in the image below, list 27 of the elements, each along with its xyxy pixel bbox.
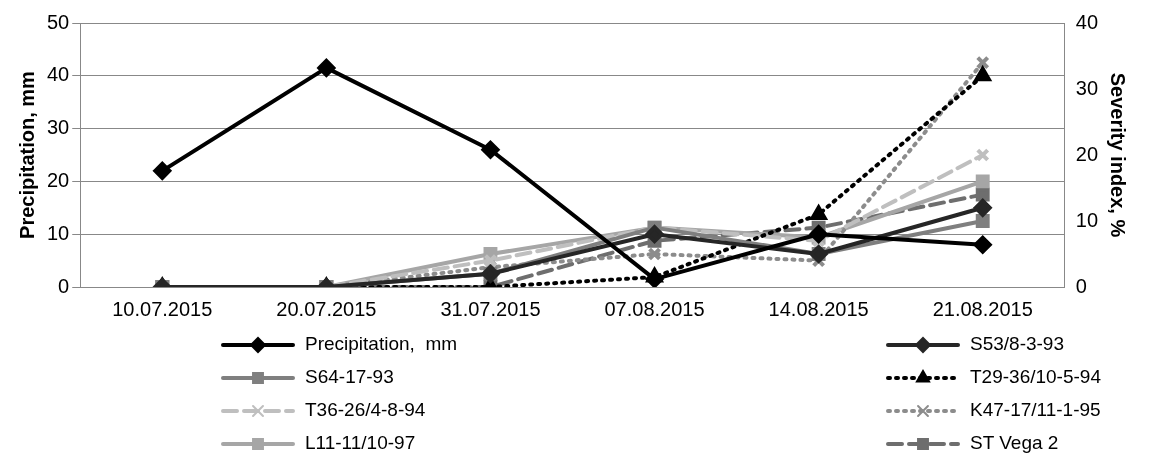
legend-label: Precipitation, mm xyxy=(305,333,458,355)
x-tick-label: 31.07.2015 xyxy=(440,297,541,320)
legend-label: T36-26/4-8-94 xyxy=(305,399,426,421)
legend-label: S53/8-3-93 xyxy=(970,333,1065,355)
y-tick-label: 30 xyxy=(47,116,70,139)
x-tick-label: 14.08.2015 xyxy=(768,297,869,320)
x-tick-label: 21.08.2015 xyxy=(932,297,1033,320)
x-tick-label: 10.07.2015 xyxy=(112,297,213,320)
legend-label: S64-17-93 xyxy=(305,366,394,388)
legend-label: L11-11/10-97 xyxy=(305,432,416,454)
y-axis-title: Precipitation, mm xyxy=(15,71,38,239)
y2-axis-title: Severity index, % xyxy=(1107,72,1130,238)
y2-tick-label: 0 xyxy=(1075,274,1087,297)
y2-tick-label: 30 xyxy=(1075,76,1098,99)
legend-label: K47-17/11-1-95 xyxy=(970,399,1101,421)
y-tick-label: 10 xyxy=(47,221,70,244)
y-tick-label: 0 xyxy=(58,274,70,297)
y-tick-label: 20 xyxy=(47,168,70,191)
legend-label: ST Vega 2 xyxy=(970,432,1059,454)
legend-label: T29-36/10-5-94 xyxy=(970,366,1102,388)
y-tick-label: 50 xyxy=(47,10,70,33)
y2-tick-label: 10 xyxy=(1075,208,1098,231)
y-tick-label: 40 xyxy=(47,63,70,86)
x-tick-label: 07.08.2015 xyxy=(604,297,705,320)
y2-tick-label: 40 xyxy=(1075,10,1098,33)
x-tick-label: 20.07.2015 xyxy=(276,297,377,320)
y2-tick-label: 20 xyxy=(1075,142,1098,165)
